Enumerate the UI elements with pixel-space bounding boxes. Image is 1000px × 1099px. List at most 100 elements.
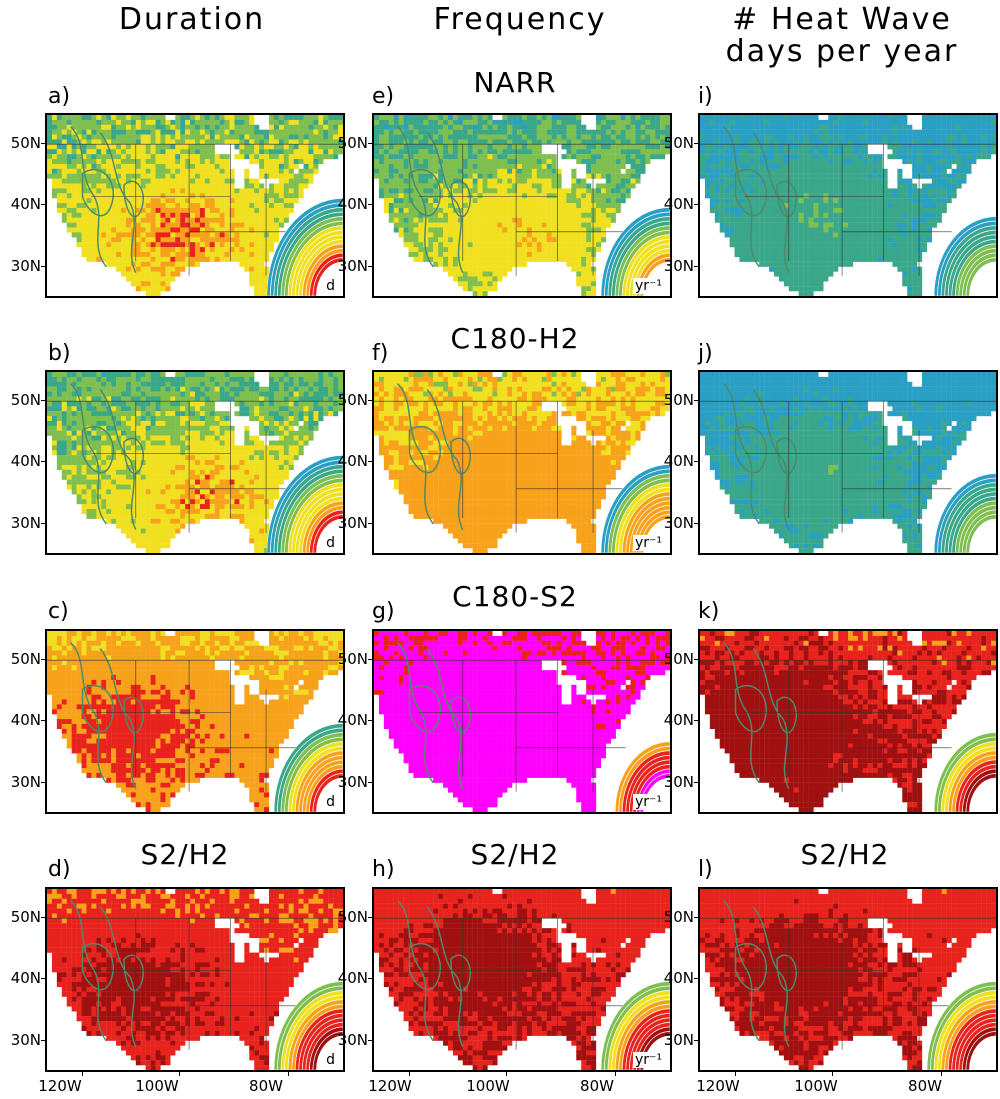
colorbar-segment: [615, 225, 670, 296]
colorbar-unit: d: [324, 794, 337, 810]
lat-label: 30N: [663, 257, 694, 275]
lat-label: 50N: [663, 391, 694, 409]
panel-label: i): [698, 84, 713, 109]
map-panel: [698, 370, 998, 555]
panel-label: a): [48, 84, 71, 109]
lat-label: 50N: [663, 908, 694, 926]
colorbar-segment: [629, 500, 670, 553]
lat-label: 30N: [337, 514, 368, 532]
lat-label: 50N: [10, 134, 41, 152]
lat-tick: [694, 917, 698, 918]
lat-tick: [41, 461, 45, 462]
colorbar-segment: [965, 257, 996, 296]
map-panel: yr⁻¹: [372, 370, 672, 555]
map-panel: [698, 629, 998, 814]
colorbar-segment: [962, 252, 996, 296]
map-panel: d: [45, 370, 345, 555]
colorbar-segment: [941, 741, 996, 812]
map-field: [47, 889, 343, 1070]
lat-label: 40N: [337, 452, 368, 470]
colorbar-segment: [951, 239, 996, 296]
map-panel: yr⁻¹: [372, 887, 672, 1072]
colorbar-segment: [291, 746, 343, 812]
panel-label: k): [698, 599, 720, 624]
lat-label: 30N: [663, 514, 694, 532]
colorbar-segment: [295, 750, 343, 812]
lat-label: 40N: [337, 969, 368, 987]
lat-tick: [41, 1040, 45, 1041]
panel-label: d): [48, 857, 71, 882]
colorbar-segment: [600, 464, 670, 553]
colorbar-segment: [302, 759, 343, 812]
colorbar-unit: yr⁻¹: [632, 1052, 664, 1068]
colorbar-segment: [955, 500, 996, 553]
lat-label: 40N: [663, 195, 694, 213]
colorbar-segment: [295, 1008, 343, 1070]
lat-label: 40N: [10, 452, 41, 470]
lat-tick: [694, 720, 698, 721]
map-panel: [698, 113, 998, 298]
panel-label: h): [372, 857, 395, 882]
colorbar-segment: [298, 496, 343, 553]
lat-tick: [368, 978, 372, 979]
lat-tick: [368, 917, 372, 918]
colorbar-segment: [288, 999, 343, 1070]
lon-label-80w: 80W: [580, 1077, 614, 1095]
colorbar-segment: [625, 496, 670, 553]
colorbar-segment: [298, 239, 343, 296]
colorbar-segment: [622, 491, 670, 553]
colorbar-segment: [958, 505, 996, 553]
colorbar-segment: [618, 1004, 670, 1070]
lat-tick: [694, 1040, 698, 1041]
panel-label: b): [48, 341, 71, 366]
lat-tick: [41, 400, 45, 401]
lat-label: 40N: [663, 969, 694, 987]
colorbar-segment: [291, 230, 343, 296]
lon-label-100w: 100W: [794, 1077, 838, 1095]
colorbar-segment: [926, 981, 996, 1070]
map-field: [47, 631, 343, 812]
lon-tick: [506, 1072, 507, 1076]
map-panel: d: [45, 113, 345, 298]
lat-tick: [368, 1040, 372, 1041]
colorbar-segment: [600, 981, 670, 1070]
row-title-narr: NARR: [473, 66, 557, 99]
colorbar-unit: yr⁻¹: [632, 794, 664, 810]
lon-tick: [409, 1072, 410, 1076]
lat-label: 40N: [10, 969, 41, 987]
lat-tick: [368, 461, 372, 462]
colorbar-segment: [625, 1013, 670, 1070]
lat-tick: [41, 782, 45, 783]
lat-tick: [694, 523, 698, 524]
colorbar-segment: [951, 496, 996, 553]
colorbar-unit: yr⁻¹: [632, 535, 664, 551]
colorbar-segment: [305, 505, 343, 553]
colorbar-segment: [305, 248, 343, 296]
row-title-ratio-days: S2/H2: [800, 838, 890, 871]
lat-label: 30N: [337, 257, 368, 275]
lat-tick: [694, 143, 698, 144]
colorbar-unit: d: [324, 1052, 337, 1068]
lat-tick: [368, 659, 372, 660]
colorbar-segment: [312, 257, 343, 296]
column-title-heat-wave-days: # Heat Wave days per year: [725, 2, 959, 69]
lat-label: 40N: [10, 711, 41, 729]
colorbar-segment: [948, 750, 996, 812]
colorbar-segment: [622, 1008, 670, 1070]
lat-label: 50N: [10, 391, 41, 409]
colorbar-segment: [312, 773, 343, 812]
map-field: [374, 631, 670, 812]
lat-label: 30N: [663, 773, 694, 791]
colorbar-segment: [302, 1017, 343, 1070]
map-field: [374, 115, 670, 296]
lat-label: 30N: [663, 1031, 694, 1049]
colorbar-segment: [618, 487, 670, 553]
column-title-frequency: Frequency: [433, 2, 607, 37]
panel-label: c): [48, 599, 69, 624]
lat-tick: [694, 978, 698, 979]
map-panel: [698, 887, 998, 1072]
lat-label: 30N: [10, 1031, 41, 1049]
lat-tick: [41, 523, 45, 524]
map-panel: d: [45, 629, 345, 814]
colorbar-segment: [600, 207, 670, 296]
